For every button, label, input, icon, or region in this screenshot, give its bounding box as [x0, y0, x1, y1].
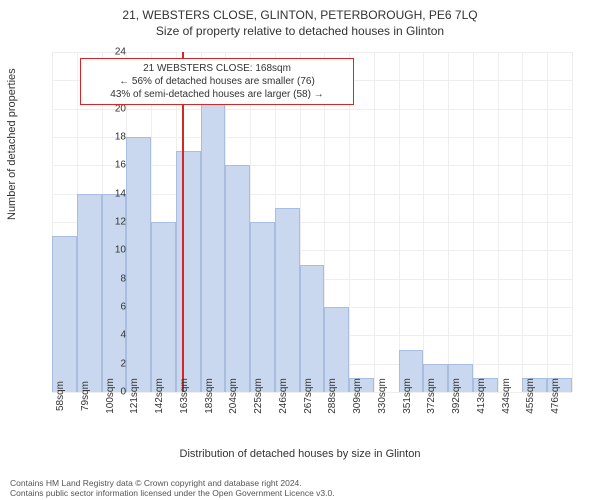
- gridline-v: [448, 52, 449, 392]
- x-tick-label: 392sqm: [451, 378, 462, 414]
- y-tick-label: 12: [102, 217, 126, 228]
- x-tick-label: 204sqm: [228, 378, 239, 414]
- y-tick-label: 4: [102, 330, 126, 341]
- histogram-bar: [151, 222, 176, 392]
- gridline-h: [52, 52, 572, 53]
- chart-container: 21, WEBSTERS CLOSE, GLINTON, PETERBOROUG…: [0, 0, 600, 500]
- gridline-v: [547, 52, 548, 392]
- gridline-v: [374, 52, 375, 392]
- gridline-v: [399, 52, 400, 392]
- x-tick-label: 58sqm: [55, 381, 66, 411]
- gridline-h: [52, 109, 572, 110]
- x-tick-label: 434sqm: [501, 378, 512, 414]
- histogram-bar: [300, 265, 325, 393]
- footer-line-1: Contains HM Land Registry data © Crown c…: [10, 478, 335, 488]
- x-tick-label: 100sqm: [105, 378, 116, 414]
- y-axis-label: Number of detached properties: [6, 68, 18, 220]
- x-tick-label: 225sqm: [253, 378, 264, 414]
- x-tick-label: 163sqm: [179, 378, 190, 414]
- gridline-v: [522, 52, 523, 392]
- x-tick-label: 413sqm: [476, 378, 487, 414]
- histogram-bar: [176, 151, 201, 392]
- y-tick-label: 18: [102, 132, 126, 143]
- x-tick-label: 267sqm: [303, 378, 314, 414]
- histogram-bar: [52, 236, 77, 392]
- y-tick-label: 2: [102, 358, 126, 369]
- gridline-v: [572, 52, 573, 392]
- y-tick-label: 14: [102, 188, 126, 199]
- x-tick-label: 246sqm: [278, 378, 289, 414]
- gridline-v: [423, 52, 424, 392]
- x-tick-label: 309sqm: [352, 378, 363, 414]
- x-tick-label: 121sqm: [129, 378, 140, 414]
- info-line-3: 43% of semi-detached houses are larger (…: [87, 88, 347, 101]
- info-line-2: ← 56% of detached houses are smaller (76…: [87, 75, 347, 88]
- gridline-v: [498, 52, 499, 392]
- histogram-bar: [250, 222, 275, 392]
- x-tick-label: 288sqm: [327, 378, 338, 414]
- title-main: 21, WEBSTERS CLOSE, GLINTON, PETERBOROUG…: [0, 0, 600, 22]
- y-tick-label: 8: [102, 273, 126, 284]
- gridline-v: [473, 52, 474, 392]
- info-line-1: 21 WEBSTERS CLOSE: 168sqm: [87, 62, 347, 75]
- x-tick-label: 372sqm: [426, 378, 437, 414]
- marker-info-box: 21 WEBSTERS CLOSE: 168sqm ← 56% of detac…: [80, 58, 354, 105]
- x-tick-label: 183sqm: [204, 378, 215, 414]
- footer: Contains HM Land Registry data © Crown c…: [10, 478, 335, 498]
- footer-line-2: Contains public sector information licen…: [10, 488, 335, 498]
- x-tick-label: 79sqm: [80, 381, 91, 411]
- x-tick-label: 476sqm: [550, 378, 561, 414]
- histogram-bar: [126, 137, 151, 392]
- title-sub: Size of property relative to detached ho…: [0, 22, 600, 42]
- histogram-bar: [275, 208, 300, 392]
- y-tick-label: 10: [102, 245, 126, 256]
- y-tick-label: 6: [102, 302, 126, 313]
- y-tick-label: 24: [102, 47, 126, 58]
- x-tick-label: 455sqm: [525, 378, 536, 414]
- histogram-bar: [201, 95, 226, 393]
- y-tick-label: 16: [102, 160, 126, 171]
- x-axis-label: Distribution of detached houses by size …: [0, 448, 600, 460]
- histogram-bar: [77, 194, 102, 392]
- x-tick-label: 142sqm: [154, 378, 165, 414]
- x-tick-label: 351sqm: [402, 378, 413, 414]
- histogram-bar: [225, 165, 250, 392]
- x-tick-label: 330sqm: [377, 378, 388, 414]
